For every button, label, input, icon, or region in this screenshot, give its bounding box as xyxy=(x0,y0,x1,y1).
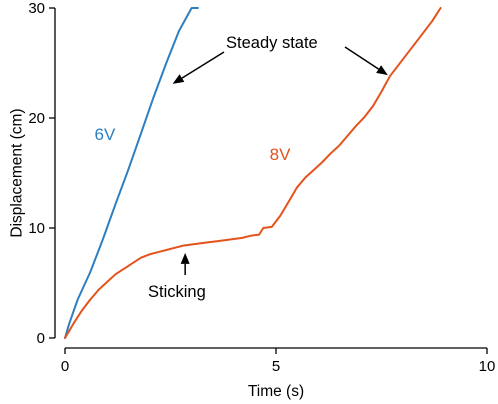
x-ticks: 0 5 10 xyxy=(61,348,496,375)
x-tick-label: 5 xyxy=(272,358,280,375)
sticking-label: Sticking xyxy=(148,283,206,301)
y-axis-title: Displacement (cm) xyxy=(8,108,25,237)
y-tick-label: 30 xyxy=(28,0,45,17)
axes: 0 5 10 0 10 20 30 xyxy=(28,0,495,375)
steady-state-arrow-left xyxy=(172,51,225,84)
series-line-8v xyxy=(64,7,442,339)
series-line-6v xyxy=(64,7,199,339)
sticking-arrow xyxy=(180,252,190,275)
y-tick-label: 0 xyxy=(37,330,45,347)
y-tick-label: 10 xyxy=(28,220,45,237)
series-layer xyxy=(64,7,442,339)
sticking-arrows xyxy=(180,252,190,275)
y-ticks: 0 10 20 30 xyxy=(28,0,55,347)
steady-state-arrows xyxy=(172,46,388,84)
x-axis-title: Time (s) xyxy=(248,383,304,400)
sticking-annotation: Sticking xyxy=(148,252,206,301)
x-tick-label: 10 xyxy=(479,358,496,375)
steady-state-annotation: Steady state xyxy=(172,34,388,84)
steady-state-arrow-right xyxy=(344,46,388,76)
series-label-8v: 8V xyxy=(270,145,291,164)
y-tick-label: 20 xyxy=(28,110,45,127)
series-label-6v: 6V xyxy=(95,125,116,144)
x-tick-label: 0 xyxy=(61,358,69,375)
steady-state-label: Steady state xyxy=(226,34,318,52)
